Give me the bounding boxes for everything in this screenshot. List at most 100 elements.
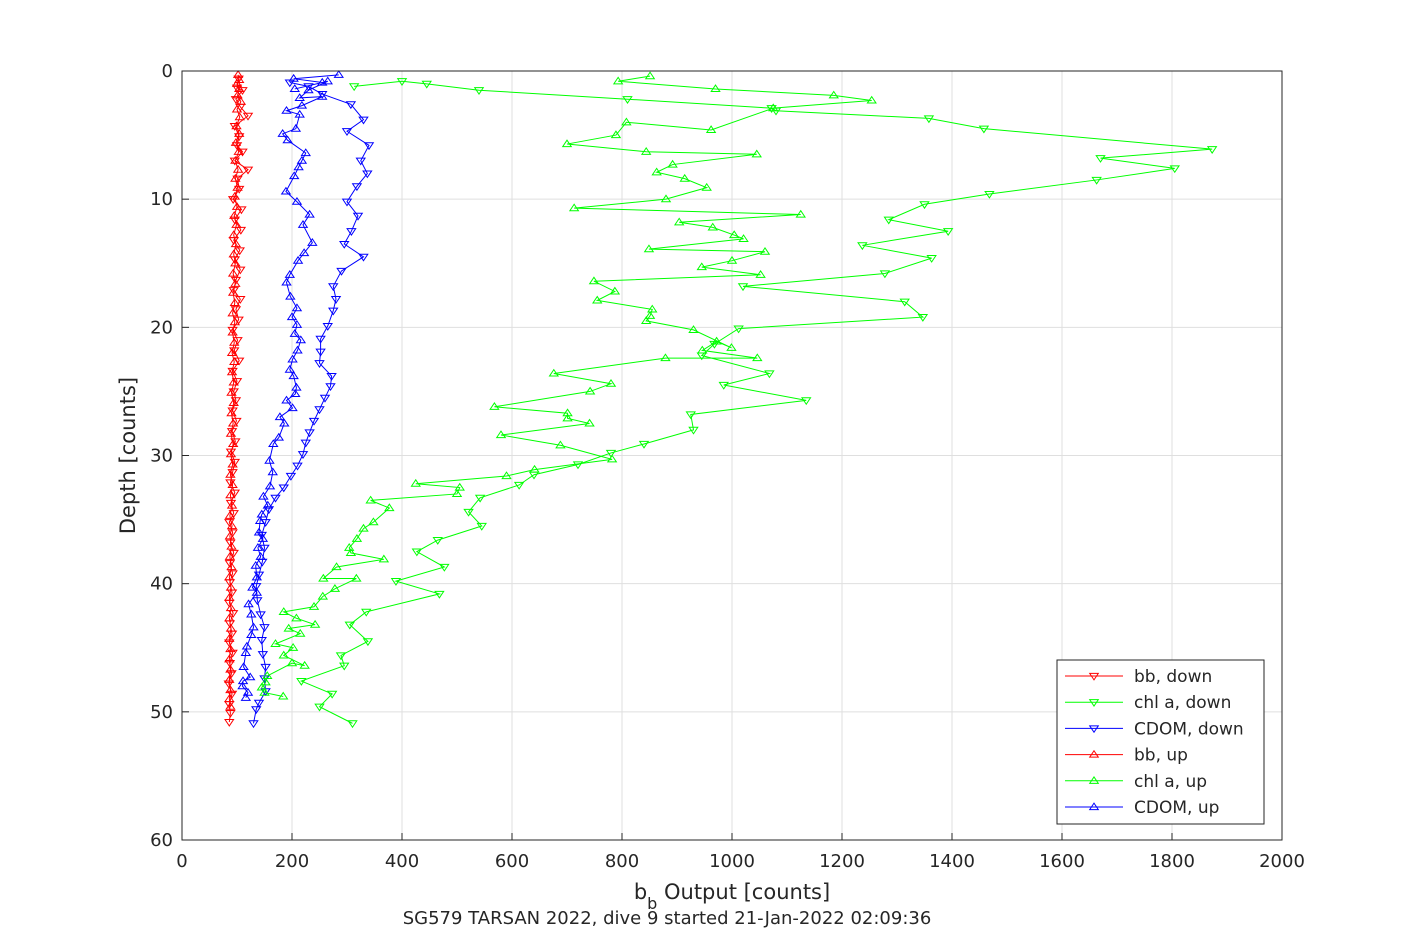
data-point xyxy=(229,357,240,366)
data-point xyxy=(351,573,362,582)
data-point xyxy=(268,439,279,448)
data-point xyxy=(588,276,600,285)
data-point xyxy=(318,573,329,582)
data-point xyxy=(584,418,595,427)
data-point xyxy=(264,455,275,464)
data-point xyxy=(294,109,305,118)
data-point xyxy=(250,560,261,569)
data-point xyxy=(297,451,309,459)
series-line xyxy=(228,74,242,707)
data-point xyxy=(286,658,298,667)
series-5 xyxy=(237,70,344,701)
data-point xyxy=(256,509,267,518)
data-point xyxy=(307,237,318,246)
data-point xyxy=(707,222,718,231)
data-point xyxy=(291,303,303,312)
data-point xyxy=(621,117,632,126)
data-point xyxy=(355,157,366,166)
data-point xyxy=(274,412,286,421)
data-point xyxy=(710,84,721,93)
data-point xyxy=(278,607,289,615)
data-point xyxy=(696,262,707,271)
data-point xyxy=(651,167,662,176)
data-point xyxy=(606,454,618,463)
data-point xyxy=(592,295,603,304)
x-tick-label: 2000 xyxy=(1259,851,1305,872)
data-point xyxy=(795,209,806,218)
y-tick-label: 0 xyxy=(162,61,173,82)
data-point xyxy=(291,613,302,622)
data-point xyxy=(248,622,259,631)
x-tick-label: 1600 xyxy=(1039,851,1085,872)
data-point xyxy=(253,699,265,708)
data-point xyxy=(390,578,402,586)
data-point xyxy=(233,84,245,93)
data-point xyxy=(231,104,243,113)
legend-marker xyxy=(1088,776,1100,784)
series-line xyxy=(261,75,872,697)
data-point xyxy=(701,182,712,191)
data-point xyxy=(296,100,308,109)
x-tick-label: 1400 xyxy=(929,851,975,872)
data-point xyxy=(278,650,289,659)
data-point xyxy=(282,135,293,144)
data-point xyxy=(857,242,868,251)
legend-label: bb, up xyxy=(1134,746,1188,766)
data-point xyxy=(297,220,309,228)
data-point xyxy=(229,337,240,346)
data-point xyxy=(322,322,333,331)
data-point xyxy=(411,548,423,557)
data-point xyxy=(291,382,302,391)
data-point xyxy=(325,383,336,392)
data-point xyxy=(292,255,304,264)
data-point xyxy=(227,268,239,277)
data-point xyxy=(336,267,347,276)
data-point xyxy=(330,296,342,304)
data-point xyxy=(226,408,237,417)
data-point xyxy=(244,672,256,681)
data-point xyxy=(572,461,584,470)
data-point xyxy=(237,87,248,95)
data-point xyxy=(227,439,239,448)
data-point xyxy=(296,677,307,686)
data-point xyxy=(256,636,267,645)
x-tick-label: 1000 xyxy=(709,851,755,872)
data-point xyxy=(315,348,326,357)
data-point xyxy=(660,194,672,203)
data-point xyxy=(225,664,236,673)
data-point xyxy=(233,146,244,155)
data-point xyxy=(260,663,271,672)
data-point xyxy=(259,544,270,553)
legend-box xyxy=(1056,659,1265,825)
data-point xyxy=(287,403,298,412)
data-point xyxy=(289,84,300,93)
series-1 xyxy=(296,78,1218,729)
data-point xyxy=(230,155,241,164)
data-point xyxy=(229,211,240,219)
data-point xyxy=(231,202,243,210)
data-point xyxy=(224,572,235,581)
data-point xyxy=(237,681,248,690)
x-tick-label: 1200 xyxy=(819,851,865,872)
data-point xyxy=(294,93,305,101)
data-point xyxy=(290,389,301,398)
series-layer xyxy=(223,70,1218,729)
x-tick-label: 200 xyxy=(275,851,309,872)
data-point xyxy=(223,680,234,689)
data-point xyxy=(644,311,656,319)
data-point xyxy=(328,283,339,292)
data-point xyxy=(225,685,236,694)
data-point xyxy=(454,482,465,491)
data-point xyxy=(231,378,243,386)
x-axis-label: bb Output [counts] xyxy=(634,880,830,913)
data-point xyxy=(352,212,364,221)
data-point xyxy=(287,354,298,363)
data-point xyxy=(738,234,749,242)
data-point xyxy=(476,522,487,531)
data-point xyxy=(341,128,353,137)
data-point xyxy=(229,298,241,307)
data-point xyxy=(348,83,360,92)
data-point xyxy=(363,142,375,151)
data-point xyxy=(231,121,242,130)
data-point xyxy=(345,548,357,556)
